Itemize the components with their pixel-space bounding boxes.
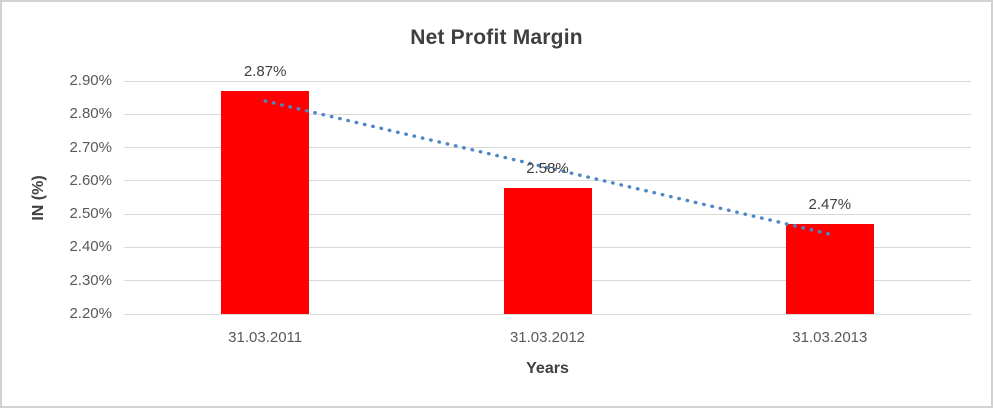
y-tick-label: 2.90% <box>69 72 112 89</box>
y-tick-label: 2.20% <box>69 305 112 322</box>
chart-title: Net Profit Margin <box>410 26 583 49</box>
bar-data-label: 2.47% <box>808 196 852 214</box>
y-tick-label: 2.80% <box>69 105 112 123</box>
y-tick-label: 2.70% <box>69 138 112 156</box>
bar-data-label: 2.87% <box>243 62 287 80</box>
x-axis-title: Years <box>526 360 569 377</box>
y-tick-label: 2.50% <box>69 205 112 223</box>
gridline <box>124 147 971 149</box>
bar <box>503 187 592 314</box>
bar <box>785 224 874 314</box>
x-category-label: 31.03.2012 <box>509 329 586 346</box>
gridline <box>124 113 971 115</box>
gridline <box>124 313 971 315</box>
x-category-label: 31.03.2013 <box>792 329 868 346</box>
bar-data-label: 2.58% <box>526 159 569 177</box>
y-tick-label: 2.40% <box>69 238 112 256</box>
y-tick-label: 2.60% <box>69 171 112 189</box>
y-tick-label: 2.30% <box>69 271 112 289</box>
gridline <box>124 80 971 82</box>
x-category-label: 31.03.2011 <box>228 329 303 346</box>
gridline <box>124 180 971 182</box>
bar <box>221 90 310 314</box>
